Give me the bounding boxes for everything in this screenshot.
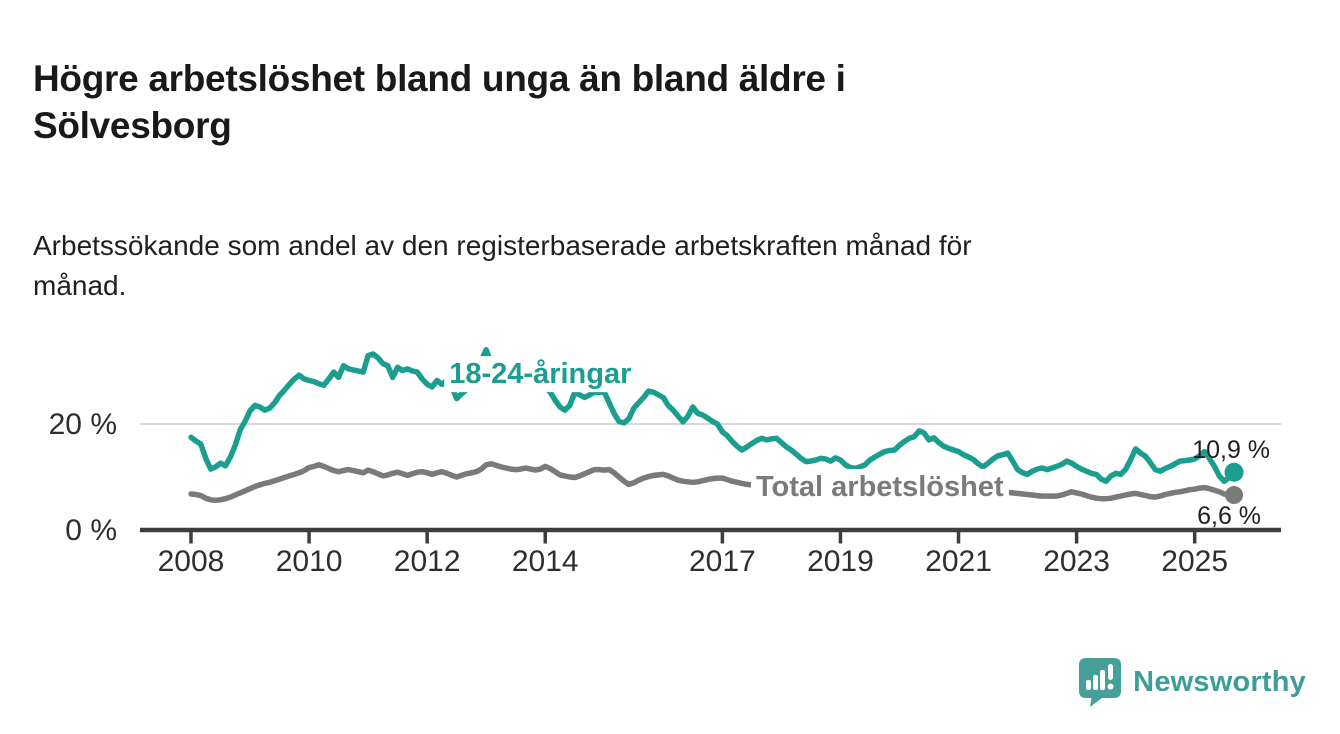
brand-name: Newsworthy: [1133, 665, 1306, 698]
x-tick-label-2023: 2023: [1043, 545, 1110, 578]
chart-subtitle-line-2: månad.: [33, 270, 127, 301]
logo-bar-tall: [1100, 670, 1106, 690]
chart-subtitle: Arbetssökande som andel av den registerb…: [33, 226, 1273, 306]
series-label-total: Total arbetslöshet: [756, 471, 1004, 503]
newsworthy-logo-icon: [1079, 658, 1122, 707]
logo-exclamation-bar: [1108, 664, 1114, 680]
x-tick-label-2019: 2019: [807, 545, 874, 578]
y-tick-label-0: 0 %: [65, 514, 117, 547]
x-tick-label-2008: 2008: [158, 545, 225, 578]
chart-title: Högre arbetslöshet bland unga än bland ä…: [33, 55, 1273, 149]
series-label-bg-total: [750, 469, 1009, 506]
end-dot-total: [1225, 486, 1244, 505]
y-tick-label-20: 20 %: [49, 408, 117, 441]
end-value-label-total: 6,6 %: [1197, 502, 1261, 530]
x-tick-label-2021: 2021: [925, 545, 992, 578]
x-tick-label-2014: 2014: [512, 545, 579, 578]
series-line-young: [188, 347, 1237, 484]
series-line-total: [188, 461, 1237, 504]
end-value-label-young: 10,9 %: [1192, 436, 1270, 464]
chart-title-line-2: Sölvesborg: [33, 104, 232, 146]
series-label-young: 18-24-åringar: [449, 358, 631, 390]
x-tick-label-2010: 2010: [276, 545, 343, 578]
chart-subtitle-line-1: Arbetssökande som andel av den registerb…: [33, 230, 972, 261]
logo-exclamation-dot: [1107, 683, 1114, 690]
chart-title-line-1: Högre arbetslöshet bland unga än bland ä…: [33, 57, 846, 99]
end-dot-young: [1224, 462, 1244, 482]
logo-bar-small: [1086, 680, 1092, 690]
x-tick-label-2012: 2012: [394, 545, 461, 578]
brand-footer: Newsworthy: [1078, 657, 1306, 707]
series-label-bg-young: [444, 356, 637, 393]
x-tick-label-2025: 2025: [1161, 545, 1228, 578]
x-tick-label-2017: 2017: [689, 545, 756, 578]
logo-bar-medium: [1093, 675, 1099, 690]
